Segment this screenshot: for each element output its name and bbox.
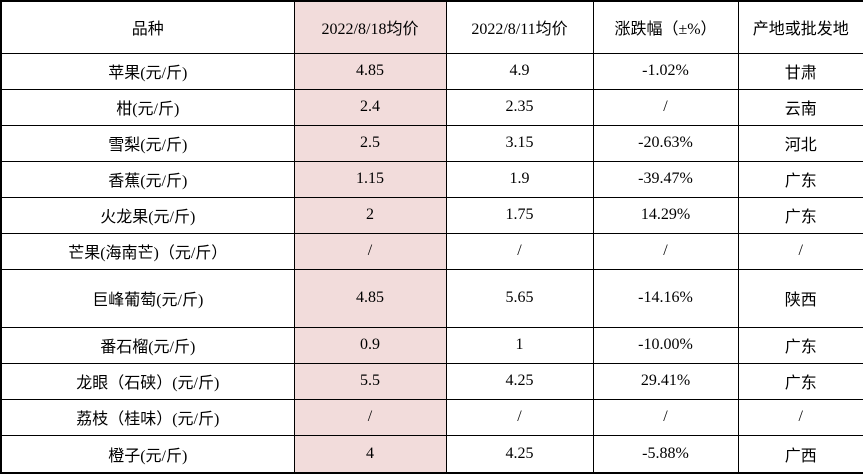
change-cell: -14.16% xyxy=(592,268,739,328)
table-row: 香蕉(元/斤) 1.15 1.9 -39.47% 广东 xyxy=(0,160,863,198)
change-cell: / xyxy=(592,232,739,270)
price-0818-cell: 4.85 xyxy=(293,268,447,328)
change-cell: -5.88% xyxy=(592,434,739,474)
origin-cell: 河北 xyxy=(737,124,863,162)
origin-cell: / xyxy=(737,398,863,436)
change-cell: -10.00% xyxy=(592,326,739,364)
origin-cell: 广东 xyxy=(737,326,863,364)
price-0811-cell: 1 xyxy=(445,326,594,364)
col-header-price-0818: 2022/8/18均价 xyxy=(293,0,447,54)
origin-cell: 广东 xyxy=(737,196,863,234)
table-row: 巨峰葡萄(元/斤) 4.85 5.65 -14.16% 陕西 xyxy=(0,268,863,328)
price-0811-cell: 1.75 xyxy=(445,196,594,234)
price-0818-cell: 5.5 xyxy=(293,362,447,400)
price-0818-cell: 0.9 xyxy=(293,326,447,364)
origin-cell: 陕西 xyxy=(737,268,863,328)
origin-cell: 云南 xyxy=(737,88,863,126)
price-0818-cell: 2 xyxy=(293,196,447,234)
price-0818-cell: 4 xyxy=(293,434,447,474)
variety-cell: 芒果(海南芒)（元/斤） xyxy=(0,232,295,270)
price-0811-cell: / xyxy=(445,398,594,436)
change-cell: -1.02% xyxy=(592,52,739,90)
variety-cell: 龙眼（石硖）(元/斤) xyxy=(0,362,295,400)
col-header-change: 涨跌幅（±%） xyxy=(592,0,739,54)
table-row: 龙眼（石硖）(元/斤) 5.5 4.25 29.41% 广东 xyxy=(0,362,863,400)
variety-cell: 荔枝（桂味）(元/斤) xyxy=(0,398,295,436)
change-cell: / xyxy=(592,398,739,436)
price-0818-cell: 2.5 xyxy=(293,124,447,162)
table-row: 雪梨(元/斤) 2.5 3.15 -20.63% 河北 xyxy=(0,124,863,162)
price-0811-cell: 1.9 xyxy=(445,160,594,198)
price-0811-cell: 3.15 xyxy=(445,124,594,162)
table-row: 番石榴(元/斤) 0.9 1 -10.00% 广东 xyxy=(0,326,863,364)
change-cell: -20.63% xyxy=(592,124,739,162)
origin-cell: 广西 xyxy=(737,434,863,474)
col-header-price-0811: 2022/8/11均价 xyxy=(445,0,594,54)
price-0818-cell: 2.4 xyxy=(293,88,447,126)
price-0811-cell: 4.25 xyxy=(445,434,594,474)
variety-cell: 橙子(元/斤) xyxy=(0,434,295,474)
col-header-origin: 产地或批发地 xyxy=(737,0,863,54)
price-0811-cell: 2.35 xyxy=(445,88,594,126)
origin-cell: 广东 xyxy=(737,160,863,198)
price-0811-cell: / xyxy=(445,232,594,270)
price-0811-cell: 4.9 xyxy=(445,52,594,90)
price-0818-cell: / xyxy=(293,398,447,436)
table-row: 橙子(元/斤) 4 4.25 -5.88% 广西 xyxy=(0,434,863,474)
variety-cell: 火龙果(元/斤) xyxy=(0,196,295,234)
change-cell: -39.47% xyxy=(592,160,739,198)
change-cell: / xyxy=(592,88,739,126)
change-cell: 14.29% xyxy=(592,196,739,234)
price-0818-cell: 4.85 xyxy=(293,52,447,90)
variety-cell: 巨峰葡萄(元/斤) xyxy=(0,268,295,328)
change-cell: 29.41% xyxy=(592,362,739,400)
col-header-variety: 品种 xyxy=(0,0,295,54)
table-row: 芒果(海南芒)（元/斤） / / / / xyxy=(0,232,863,270)
origin-cell: / xyxy=(737,232,863,270)
table-row: 荔枝（桂味）(元/斤) / / / / xyxy=(0,398,863,436)
variety-cell: 番石榴(元/斤) xyxy=(0,326,295,364)
price-0818-cell: 1.15 xyxy=(293,160,447,198)
price-0811-cell: 4.25 xyxy=(445,362,594,400)
variety-cell: 香蕉(元/斤) xyxy=(0,160,295,198)
table-row: 柑(元/斤) 2.4 2.35/云南 xyxy=(0,88,863,126)
variety-cell: 雪梨(元/斤) xyxy=(0,124,295,162)
table-row: 火龙果(元/斤) 2 1.75 14.29% 广东 xyxy=(0,196,863,234)
origin-cell: 甘肃 xyxy=(737,52,863,90)
table-body: 苹果(元/斤) 4.85 4.9 -1.02% 甘肃 柑(元/斤) 2.4 2.35/云南 雪梨… xyxy=(0,52,863,474)
header-row: 品种 2022/8/18均价 2022/8/11均价 涨跌幅（±%） 产地或批发… xyxy=(0,0,863,54)
table-row: 苹果(元/斤) 4.85 4.9 -1.02% 甘肃 xyxy=(0,52,863,90)
price-0811-cell: 5.65 xyxy=(445,268,594,328)
origin-cell: 广东 xyxy=(737,362,863,400)
variety-cell: 苹果(元/斤) xyxy=(0,52,295,90)
price-0818-cell: / xyxy=(293,232,447,270)
variety-cell: 柑(元/斤) xyxy=(0,88,295,126)
